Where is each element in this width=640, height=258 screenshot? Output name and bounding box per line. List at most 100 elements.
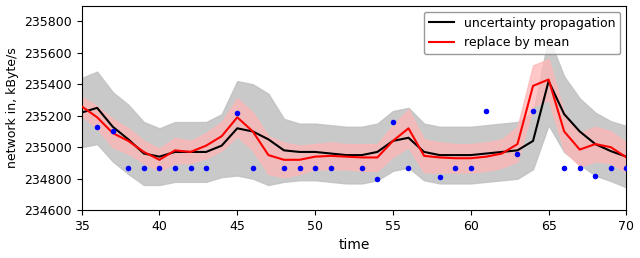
uncertainty propagation [296,150,303,154]
replace by mean [451,157,459,160]
replace by mean [623,156,630,159]
uncertainty propagation [156,155,163,158]
replace by mean [591,142,599,146]
Point [92,125,102,129]
uncertainty propagation [529,139,537,142]
Point [590,173,600,178]
uncertainty propagation [311,150,319,154]
replace by mean [77,105,85,108]
replace by mean [561,130,568,133]
uncertainty propagation [404,136,412,139]
Point [450,166,460,170]
uncertainty propagation [124,138,132,141]
replace by mean [389,139,397,142]
Point [466,166,476,170]
replace by mean [420,154,428,157]
Point [123,166,133,170]
Line: uncertainty propagation: uncertainty propagation [81,81,627,157]
Point [435,175,445,179]
replace by mean [140,150,148,154]
uncertainty propagation [187,150,195,154]
replace by mean [483,155,490,158]
replace by mean [234,116,241,119]
replace by mean [358,156,365,159]
Point [326,166,336,170]
uncertainty propagation [591,142,599,146]
replace by mean [109,132,116,135]
Point [481,109,492,113]
uncertainty propagation [514,149,522,152]
X-axis label: time: time [339,238,370,252]
Point [528,109,538,113]
Point [248,166,258,170]
Point [356,166,367,170]
replace by mean [202,144,210,147]
replace by mean [171,149,179,152]
Point [154,166,164,170]
Point [372,177,383,181]
uncertainty propagation [202,150,210,154]
uncertainty propagation [374,150,381,154]
replace by mean [93,116,101,119]
Point [605,166,616,170]
uncertainty propagation [607,150,614,153]
uncertainty propagation [623,155,630,158]
uncertainty propagation [264,138,272,141]
Y-axis label: network in, kByte/s: network in, kByte/s [6,47,19,168]
replace by mean [249,130,257,133]
uncertainty propagation [561,112,568,116]
Point [108,130,118,134]
replace by mean [545,78,552,81]
Point [559,166,570,170]
uncertainty propagation [498,150,506,154]
Point [201,166,211,170]
replace by mean [514,142,522,146]
uncertainty propagation [467,154,475,157]
uncertainty propagation [93,106,101,109]
Point [139,166,149,170]
uncertainty propagation [420,150,428,154]
replace by mean [467,157,475,160]
uncertainty propagation [327,152,335,155]
uncertainty propagation [218,144,225,147]
uncertainty propagation [140,152,148,155]
uncertainty propagation [576,130,584,133]
Point [232,110,243,115]
uncertainty propagation [436,154,444,157]
Point [294,166,305,170]
Legend: uncertainty propagation, replace by mean: uncertainty propagation, replace by mean [424,12,620,54]
Point [170,166,180,170]
Line: replace by mean: replace by mean [81,79,627,160]
replace by mean [187,150,195,154]
Point [279,166,289,170]
uncertainty propagation [389,139,397,142]
uncertainty propagation [451,154,459,157]
uncertainty propagation [280,149,288,152]
replace by mean [124,139,132,142]
replace by mean [374,156,381,159]
uncertainty propagation [483,152,490,155]
replace by mean [327,154,335,157]
replace by mean [498,152,506,155]
uncertainty propagation [342,154,350,157]
replace by mean [218,135,225,138]
Point [388,120,398,124]
uncertainty propagation [234,127,241,130]
replace by mean [280,158,288,161]
replace by mean [404,127,412,130]
uncertainty propagation [171,150,179,154]
Point [513,151,523,156]
uncertainty propagation [77,111,85,114]
Point [186,166,196,170]
replace by mean [576,148,584,151]
replace by mean [311,155,319,158]
uncertainty propagation [249,130,257,133]
replace by mean [264,154,272,157]
Point [310,166,320,170]
replace by mean [342,155,350,158]
replace by mean [436,156,444,159]
uncertainty propagation [358,154,365,157]
Point [621,166,632,170]
replace by mean [296,158,303,161]
uncertainty propagation [109,125,116,128]
